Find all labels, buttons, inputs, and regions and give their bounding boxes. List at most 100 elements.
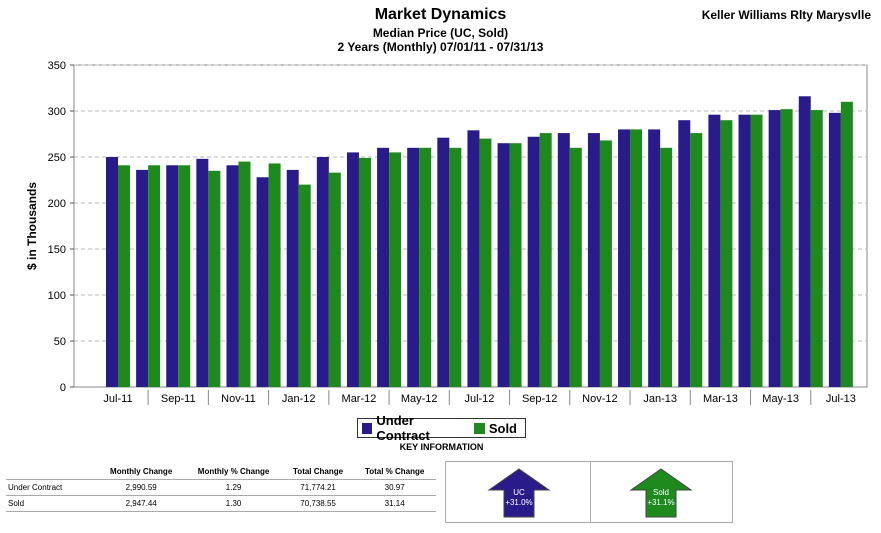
sold-arrow-value: +31.1% bbox=[647, 498, 675, 507]
column-header bbox=[6, 464, 98, 480]
bar-under-contract bbox=[678, 120, 691, 387]
bar-under-contract bbox=[106, 157, 118, 387]
up-arrow-icon bbox=[629, 468, 693, 518]
bar-under-contract bbox=[407, 147, 420, 387]
x-tick-label: Mar-12 bbox=[342, 393, 377, 405]
column-header: Monthly % Change bbox=[197, 467, 270, 476]
bar-sold bbox=[690, 133, 703, 387]
table-cell: Sold bbox=[6, 495, 98, 512]
x-tick-label: Jan-13 bbox=[643, 393, 677, 405]
bar-under-contract bbox=[256, 177, 269, 387]
bar-under-contract bbox=[166, 165, 179, 387]
bar-sold bbox=[238, 161, 251, 387]
legend-item-sold: Sold bbox=[473, 420, 517, 436]
table-cell: 30.97 bbox=[353, 479, 436, 496]
bar-sold bbox=[419, 147, 432, 387]
bar-under-contract bbox=[286, 169, 299, 387]
table-row: Under Contract 2,990.59 1.29 71,774.21 3… bbox=[6, 479, 436, 496]
bar-under-contract bbox=[798, 96, 811, 387]
brokerage-name: Keller Williams Rlty Marysvlle bbox=[701, 8, 871, 22]
x-tick-label: Sep-11 bbox=[161, 393, 196, 405]
y-tick-label: 0 bbox=[60, 382, 66, 394]
bar-sold bbox=[118, 165, 130, 387]
bar-under-contract bbox=[768, 110, 781, 387]
bar-under-contract bbox=[738, 114, 751, 388]
table-cell: 1.29 bbox=[184, 479, 283, 496]
bar-sold bbox=[750, 114, 763, 388]
chart-legend: Under Contract Sold bbox=[357, 413, 526, 443]
bar-under-contract bbox=[437, 137, 450, 387]
bar-sold bbox=[389, 152, 402, 387]
legend-item-under-contract: Under Contract bbox=[362, 413, 466, 443]
bar-under-contract bbox=[467, 130, 480, 387]
y-tick-label: 250 bbox=[48, 152, 66, 164]
bar-sold bbox=[599, 140, 612, 387]
bar-under-contract bbox=[316, 157, 329, 387]
chart-subtitle: Median Price (UC, Sold) bbox=[372, 26, 509, 40]
bar-sold bbox=[539, 133, 552, 387]
bar-sold bbox=[148, 165, 161, 387]
bar-under-contract bbox=[196, 158, 209, 387]
table-cell: 2,990.59 bbox=[98, 479, 185, 496]
table-cell: 71,774.21 bbox=[282, 479, 354, 496]
x-tick-label: Jul-13 bbox=[826, 393, 856, 405]
table-cell: 1.30 bbox=[184, 495, 283, 512]
x-tick-label: Jan-12 bbox=[282, 393, 316, 405]
bar-chart: 0 50 100 150 200 250 300 350 $ in Thousands Jul-1… bbox=[25, 60, 868, 405]
sold-arrow-label: Sold +31.1% bbox=[631, 488, 691, 508]
bar-sold bbox=[268, 163, 281, 387]
bar-sold bbox=[479, 138, 492, 387]
bar-under-contract bbox=[226, 165, 239, 387]
up-arrow-icon bbox=[487, 468, 551, 518]
bar-under-contract bbox=[557, 133, 570, 387]
bar-under-contract bbox=[377, 147, 390, 387]
bar-sold bbox=[810, 110, 823, 387]
x-tick-label: Mar-13 bbox=[703, 393, 738, 405]
x-tick-label: May-12 bbox=[401, 393, 438, 405]
y-tick-label: 350 bbox=[48, 60, 66, 72]
uc-change-panel: UC +31.0% bbox=[445, 461, 591, 523]
column-header: Total Change bbox=[293, 467, 344, 476]
bar-under-contract bbox=[527, 136, 540, 387]
bar-under-contract bbox=[618, 129, 631, 387]
table-cell: 31.14 bbox=[353, 495, 436, 512]
key-information-table: Monthly Change Monthly % Change Total Ch… bbox=[6, 464, 436, 512]
bar-under-contract bbox=[708, 114, 721, 388]
y-tick-label: 50 bbox=[54, 336, 66, 348]
x-tick-label: May-13 bbox=[762, 393, 799, 405]
bar-under-contract bbox=[648, 129, 661, 387]
uc-arrow-value: +31.0% bbox=[505, 498, 533, 507]
table-cell: Under Contract bbox=[6, 479, 98, 496]
y-tick-label: 150 bbox=[48, 244, 66, 256]
chart-title: Market Dynamics bbox=[374, 6, 507, 23]
table-header-row: Monthly Change Monthly % Change Total Ch… bbox=[6, 464, 436, 480]
bar-sold bbox=[178, 165, 191, 387]
table-cell: 70,738.55 bbox=[282, 495, 354, 512]
bar-under-contract bbox=[587, 133, 600, 387]
legend-label: Sold bbox=[488, 420, 517, 436]
bar-sold bbox=[569, 147, 582, 387]
y-tick-label: 100 bbox=[48, 290, 66, 302]
legend-label: Under Contract bbox=[376, 413, 430, 443]
x-tick-label: Sep-12 bbox=[522, 393, 557, 405]
bar-under-contract bbox=[136, 169, 149, 387]
sold-change-panel: Sold +31.1% bbox=[590, 461, 733, 523]
y-tick-label: 300 bbox=[48, 106, 66, 118]
bar-sold bbox=[630, 129, 643, 387]
x-tick-label: Jul-12 bbox=[464, 393, 494, 405]
x-tick-label: Nov-12 bbox=[582, 393, 617, 405]
bar-sold bbox=[509, 143, 522, 387]
x-tick-label: Jul-11 bbox=[103, 393, 132, 405]
bar-under-contract bbox=[346, 152, 359, 387]
bar-under-contract bbox=[828, 112, 841, 387]
bar-sold bbox=[298, 184, 311, 387]
table-cell: 2,947.44 bbox=[98, 495, 185, 512]
sold-arrow-title: Sold bbox=[652, 488, 669, 497]
bar-sold bbox=[328, 172, 341, 387]
bar-sold bbox=[780, 109, 793, 387]
uc-arrow-label: UC +31.0% bbox=[489, 488, 549, 508]
bar-sold bbox=[208, 170, 221, 387]
bar-under-contract bbox=[497, 143, 510, 387]
bar-sold bbox=[660, 147, 673, 387]
bar-sold bbox=[358, 157, 371, 387]
